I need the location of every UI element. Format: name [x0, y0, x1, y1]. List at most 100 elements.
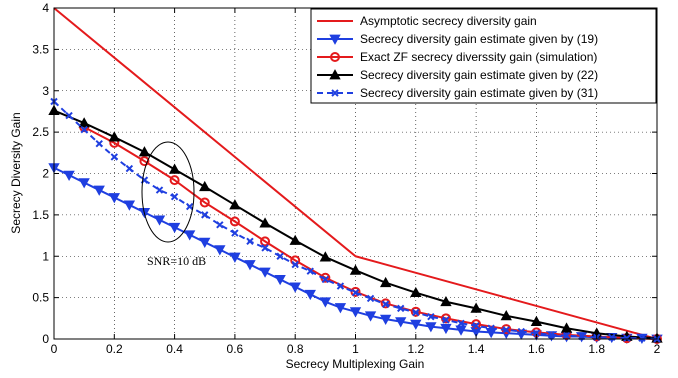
series-5-point [547, 331, 556, 339]
series-2-point [334, 303, 347, 314]
series-4-point [319, 251, 332, 262]
series-5 [50, 97, 661, 343]
series-5-point [170, 192, 179, 201]
series-2-point [123, 200, 136, 211]
series-2-point [63, 170, 75, 181]
series-5-point [80, 125, 88, 134]
series-5-point [366, 294, 375, 303]
series-4-point [78, 117, 90, 128]
series-2-point [183, 230, 196, 241]
series-4-point [560, 322, 573, 333]
series-5-line [53, 100, 658, 340]
x-tick-label: 2 [654, 342, 661, 356]
series-3-point [260, 236, 271, 247]
series-2-point [93, 185, 105, 196]
series-4-point [500, 310, 512, 321]
series-5-point [412, 308, 420, 317]
series-2-point [229, 252, 241, 263]
series-5-point [487, 324, 495, 332]
series-2-point [78, 178, 90, 189]
x-tick-label: 1.2 [407, 342, 424, 356]
series-layer [48, 7, 663, 345]
series-4-point [349, 264, 362, 275]
series-5-point [472, 322, 480, 330]
series-2-point [304, 289, 316, 301]
x-tick-label: 0.2 [106, 342, 123, 356]
series-5-point [502, 326, 510, 334]
series-4-point [259, 217, 271, 228]
series-1 [53, 7, 658, 340]
y-tick-label: 4 [42, 1, 49, 15]
series-3-point [410, 306, 421, 317]
annotation-ellipse [141, 141, 195, 243]
legend-marker-5 [331, 89, 339, 97]
series-5-point [201, 211, 209, 219]
series-5-point [246, 237, 254, 246]
x-tick-label: 0.6 [227, 342, 244, 356]
series-3-point [139, 156, 150, 167]
series-5-point [155, 186, 164, 194]
series-2-point [319, 297, 332, 308]
y-tick-label: 0 [42, 332, 49, 346]
series-5-point [336, 282, 345, 290]
series-5-point [125, 164, 134, 173]
series-5-point [276, 252, 284, 260]
series-2-point [274, 275, 286, 286]
legend-label-5: Secrecy diversity gain estimate given by… [360, 86, 598, 100]
series-5-point [306, 267, 314, 275]
x-tick-label: 1.6 [528, 342, 545, 356]
series-2-point [153, 215, 166, 226]
series-3-point [440, 313, 451, 324]
legend-label-2: Secrecy diversity gain estimate given by… [360, 32, 598, 46]
series-2-point [214, 245, 226, 256]
x-tick-label: 1.8 [588, 342, 605, 356]
series-5-point [623, 334, 631, 342]
series-4-point [229, 199, 241, 210]
series-3-point [199, 197, 210, 208]
series-5-point [562, 331, 571, 340]
series-5-point [532, 329, 541, 337]
legend-marker-3 [330, 52, 340, 62]
annotation-layer: SNR=10 dB [141, 141, 206, 268]
legend: Asymptotic secrecy diversity gain Secrecy… [310, 8, 657, 104]
ticks [53, 7, 658, 340]
series-4-point [379, 276, 392, 288]
y-tick-label: 1.5 [32, 208, 49, 222]
series-4-point [199, 180, 211, 192]
series-2-point [425, 322, 437, 333]
series-2-point [244, 260, 256, 271]
series-4-point [530, 315, 543, 327]
series-3-point [229, 216, 240, 227]
x-tick-label: 0 [51, 342, 58, 356]
series-5-point [351, 288, 360, 297]
series-5-point [65, 111, 73, 120]
legend-box [310, 8, 657, 104]
series-5-point [95, 140, 103, 148]
series-5-point [397, 304, 405, 313]
x-tick-label: 1 [352, 342, 359, 356]
legend-marker-2 [329, 34, 341, 45]
y-tick-label: 2.5 [32, 125, 49, 139]
x-tick-label: 1.4 [468, 342, 485, 356]
series-4-point [168, 163, 181, 174]
series-2-point [364, 311, 377, 322]
series-5-point [638, 334, 646, 342]
series-2-point [410, 319, 422, 330]
x-axis-label: Secrecy Multiplexing Gain [286, 357, 425, 371]
series-5-point [427, 312, 435, 321]
series-2-point [455, 325, 467, 336]
series-4-point [440, 295, 452, 307]
y-tick-label: 3.5 [32, 42, 49, 56]
series-5-point [381, 300, 390, 308]
series-5-point [442, 316, 450, 324]
series-2-point [440, 323, 452, 335]
series-5-point [110, 153, 119, 161]
y-tick-label: 2 [42, 167, 49, 181]
series-1-line [53, 7, 658, 340]
y-axis-label: Secrecy Diversity Gain [9, 112, 23, 233]
tick-labels: 0 0.2 0.4 0.6 0.8 1 1.2 1.4 1.6 1.8 2 0 0.5 1 1.5 2 2.5 3… [32, 1, 660, 356]
series-2-point [259, 267, 271, 278]
y-tick-label: 3 [42, 84, 49, 98]
series-3-point [169, 175, 180, 186]
